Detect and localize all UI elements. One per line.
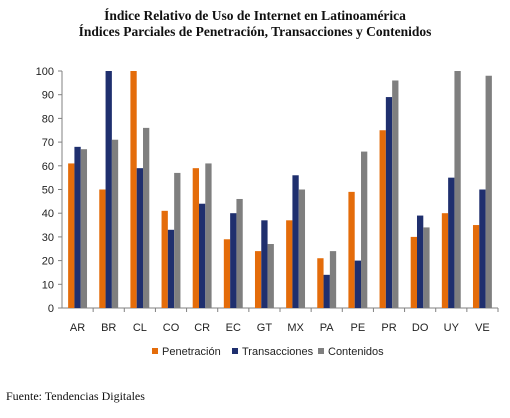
chart-title-line1: Índice Relativo de Uso de Internet en La… <box>104 8 406 23</box>
y-tick-label: 100 <box>36 66 54 78</box>
x-tick-label: PR <box>381 322 396 334</box>
y-tick-label: 70 <box>42 137 54 149</box>
x-tick-label: DO <box>412 322 429 334</box>
bar-cr-2 <box>198 203 206 308</box>
chart-title: Índice Relativo de Uso de Internet en La… <box>0 8 510 40</box>
legend-label-3: Contenidos <box>328 346 384 358</box>
bar-br-1 <box>99 189 106 308</box>
bar-br-2 <box>105 71 112 308</box>
x-tick-label: VE <box>475 322 490 334</box>
bar-cr-3 <box>205 163 212 308</box>
y-tick-label: 10 <box>42 279 54 291</box>
bar-ar-3 <box>80 149 88 308</box>
bar-pa-2 <box>323 274 330 308</box>
source-note: Fuente: Tendencias Digitales <box>6 389 145 403</box>
x-tick-label: BR <box>101 322 116 334</box>
bar-ec-1 <box>223 239 231 308</box>
x-tick-label: MX <box>287 322 304 334</box>
bar-pr-2 <box>385 97 393 308</box>
bar-ve-1 <box>472 225 480 308</box>
legend-swatch-2 <box>232 348 238 354</box>
y-tick-label: 30 <box>42 232 54 244</box>
x-tick-label: AR <box>70 322 85 334</box>
bar-pe-2 <box>354 260 362 308</box>
legend-label-2: Transacciones <box>242 346 314 358</box>
bar-gt-2 <box>261 220 268 308</box>
bar-uy-3 <box>454 71 461 308</box>
y-tick-label: 40 <box>42 208 54 220</box>
y-tick-label: 50 <box>42 185 54 197</box>
bar-ar-2 <box>74 146 81 308</box>
bar-pr-3 <box>392 80 399 308</box>
bar-mx-3 <box>298 189 306 308</box>
x-tick-label: PA <box>320 322 335 334</box>
bar-uy-2 <box>448 177 455 308</box>
bar-co-1 <box>161 210 168 308</box>
x-tick-label: CR <box>194 322 210 334</box>
bar-ar-1 <box>68 163 75 308</box>
bar-mx-1 <box>286 220 293 308</box>
bar-pa-1 <box>317 258 324 308</box>
x-tick-label: GT <box>257 322 273 334</box>
y-tick-label: 20 <box>42 256 54 268</box>
bar-pr-1 <box>379 130 386 308</box>
bar-do-1 <box>410 236 417 308</box>
bar-ec-3 <box>236 198 243 308</box>
bar-cr-1 <box>192 168 199 308</box>
bar-br-3 <box>111 139 119 308</box>
chart-title-line2: Índices Parciales de Penetración, Transa… <box>78 24 432 39</box>
y-tick-label: 90 <box>42 90 54 102</box>
y-tick-label: 80 <box>42 113 54 125</box>
y-tick-label: 0 <box>48 303 54 315</box>
x-tick-label: PE <box>351 322 366 334</box>
bar-do-3 <box>423 227 430 308</box>
bar-uy-1 <box>441 213 449 308</box>
bar-cl-1 <box>130 71 137 308</box>
legend-swatch-1 <box>152 348 158 354</box>
x-tick-label: CL <box>133 322 147 334</box>
x-tick-label: UY <box>444 322 460 334</box>
bar-ec-2 <box>230 213 237 308</box>
legend-swatch-3 <box>318 348 324 354</box>
bar-ve-2 <box>479 189 486 308</box>
legend-label-1: Penetración <box>162 346 221 358</box>
bar-mx-2 <box>292 175 299 308</box>
bar-ve-3 <box>485 75 492 309</box>
bar-cl-3 <box>143 127 150 308</box>
x-tick-label: EC <box>226 322 241 334</box>
bar-pa-3 <box>329 251 337 308</box>
bar-gt-3 <box>267 244 274 308</box>
y-tick-label: 60 <box>42 161 54 173</box>
bar-cl-2 <box>136 168 144 308</box>
bar-pe-1 <box>348 191 355 308</box>
bar-co-2 <box>167 229 175 308</box>
x-tick-label: CO <box>163 322 180 334</box>
bar-gt-1 <box>254 251 262 308</box>
bar-pe-3 <box>361 151 368 308</box>
bar-do-2 <box>416 215 424 308</box>
bar-co-3 <box>174 172 181 308</box>
